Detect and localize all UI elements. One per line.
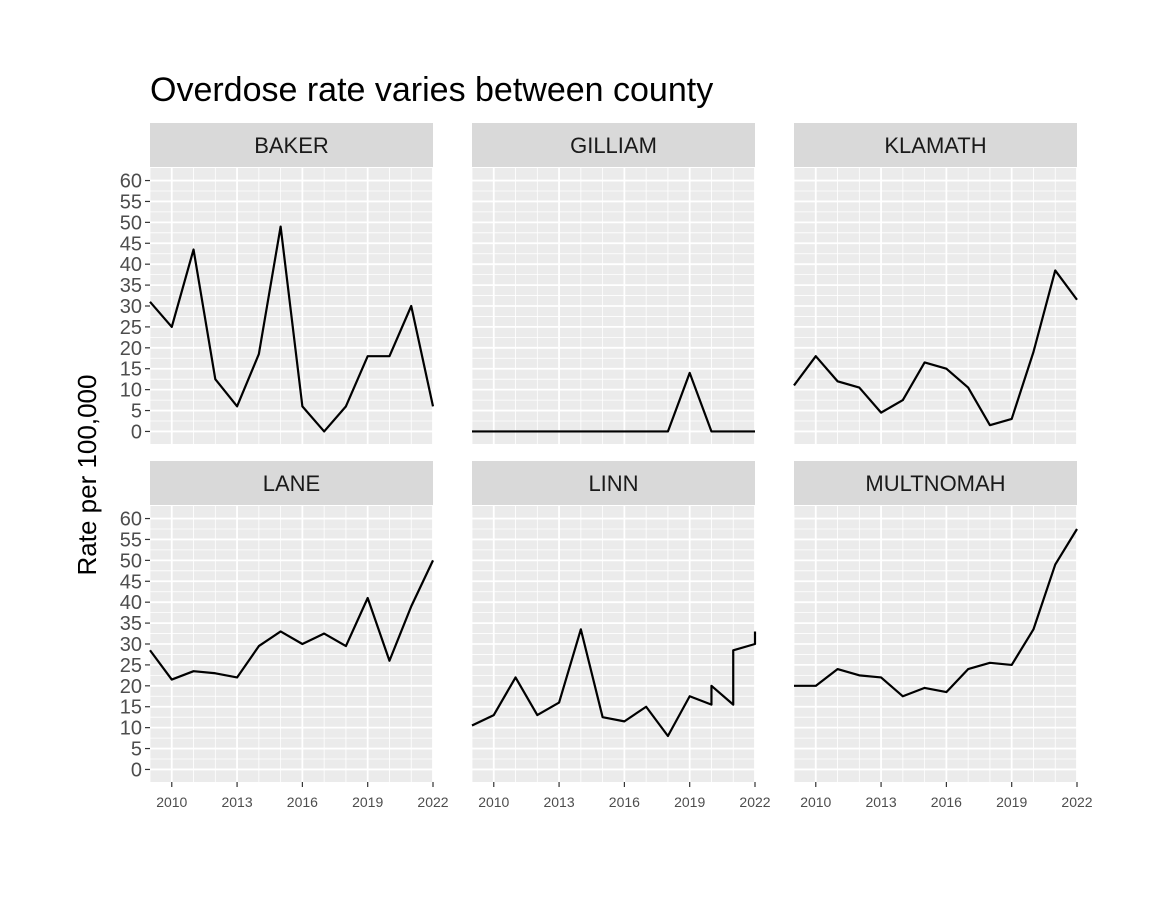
facet-panel-gilliam: GILLIAM xyxy=(471,123,756,444)
x-tick-label: 2013 xyxy=(543,794,574,810)
y-tick-label: 40 xyxy=(120,254,142,276)
facet-strip-label: BAKER xyxy=(254,133,329,158)
y-tick-label: 30 xyxy=(120,634,142,656)
facet-strip-label: KLAMATH xyxy=(884,133,986,158)
facet-strip xyxy=(794,461,1077,505)
facet-strip-label: LINN xyxy=(588,471,638,496)
facet-panel-multnomah: MULTNOMAH 2010 2013 2016 2019 2022 xyxy=(793,461,1093,810)
y-tick-label: 15 xyxy=(120,359,142,381)
facet-strip-label: MULTNOMAH xyxy=(865,471,1005,496)
chart-title: Overdose rate varies between county xyxy=(150,71,713,109)
y-tick-label: 25 xyxy=(120,655,142,677)
facet-panel-klamath: KLAMATH xyxy=(793,123,1078,444)
x-tick-label: 2019 xyxy=(674,794,705,810)
x-tick-label: 2022 xyxy=(417,794,448,810)
y-tick-label: 50 xyxy=(120,550,142,572)
y-tick-label: 45 xyxy=(120,233,142,255)
y-tick-label: 30 xyxy=(120,296,142,318)
x-tick-label: 2016 xyxy=(609,794,640,810)
x-tick-label: 2010 xyxy=(478,794,509,810)
y-tick-label: 20 xyxy=(120,338,142,360)
series-line-lane xyxy=(149,559,434,681)
x-tick-label: 2010 xyxy=(156,794,187,810)
y-tick-label: 0 xyxy=(131,421,142,443)
x-tick-label: 2016 xyxy=(287,794,318,810)
y-tick-label: 55 xyxy=(120,529,142,551)
y-tick-label: 10 xyxy=(120,718,142,740)
series-line-linn xyxy=(471,628,757,738)
series-line-gilliam xyxy=(472,371,755,433)
y-tick-label: 55 xyxy=(120,191,142,213)
y-tick-label: 40 xyxy=(120,592,142,614)
x-tick-label: 2022 xyxy=(739,794,770,810)
facet-strip-label: LANE xyxy=(263,471,320,496)
y-tick-label: 35 xyxy=(120,613,142,635)
y-tick-label: 60 xyxy=(120,171,142,193)
x-tick-label: 2016 xyxy=(931,794,962,810)
y-tick-label: 50 xyxy=(120,212,142,234)
y-axis-label: Rate per 100,000 xyxy=(72,375,102,576)
x-tick-label: 2022 xyxy=(1061,794,1092,810)
x-tick-label: 2019 xyxy=(352,794,383,810)
y-tick-label: 60 xyxy=(120,509,142,531)
x-tick-label: 2019 xyxy=(996,794,1027,810)
y-tick-label: 10 xyxy=(120,380,142,402)
y-tick-label: 25 xyxy=(120,317,142,339)
y-tick-label: 5 xyxy=(131,401,142,423)
facet-strip xyxy=(150,461,433,505)
x-tick-label: 2010 xyxy=(800,794,831,810)
facet-strip-label: GILLIAM xyxy=(570,133,657,158)
y-tick-label: 45 xyxy=(120,571,142,593)
facet-strip xyxy=(472,461,755,505)
facet-strip xyxy=(794,123,1077,167)
x-tick-label: 2013 xyxy=(865,794,896,810)
y-tick-label: 0 xyxy=(131,759,142,781)
y-tick-label: 35 xyxy=(120,275,142,297)
x-tick-label: 2013 xyxy=(221,794,252,810)
facet-strip xyxy=(150,123,433,167)
y-tick-label: 5 xyxy=(131,739,142,761)
facet-panel-linn: LINN 2010 2013 2016 2019 2022 xyxy=(471,461,771,810)
series-line-klamath xyxy=(793,269,1078,427)
y-tick-label: 20 xyxy=(120,676,142,698)
series-line-baker xyxy=(149,225,435,433)
y-tick-label: 15 xyxy=(120,697,142,719)
series-line-multnomah xyxy=(794,528,1078,698)
facet-strip xyxy=(472,123,755,167)
